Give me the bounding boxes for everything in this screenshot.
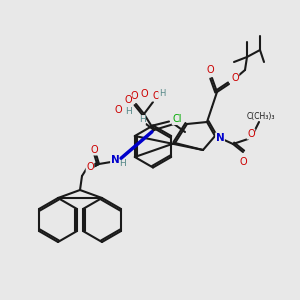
- Text: Cl: Cl: [172, 115, 182, 124]
- Text: O: O: [231, 73, 239, 83]
- Text: N: N: [216, 133, 224, 143]
- Text: O: O: [86, 162, 94, 172]
- Text: O: O: [140, 89, 148, 99]
- Text: O: O: [124, 95, 132, 105]
- Text: H: H: [120, 160, 126, 169]
- Text: C(CH₃)₃: C(CH₃)₃: [247, 112, 275, 121]
- Text: O: O: [152, 91, 160, 101]
- Text: N: N: [111, 155, 119, 165]
- Text: O: O: [90, 145, 98, 155]
- Text: H: H: [139, 116, 145, 124]
- Text: H: H: [124, 107, 131, 116]
- Text: O: O: [206, 65, 214, 75]
- Text: H: H: [159, 89, 165, 98]
- Text: O: O: [239, 157, 247, 167]
- Text: O: O: [130, 91, 138, 101]
- Text: O: O: [114, 105, 122, 115]
- Text: O: O: [247, 129, 255, 139]
